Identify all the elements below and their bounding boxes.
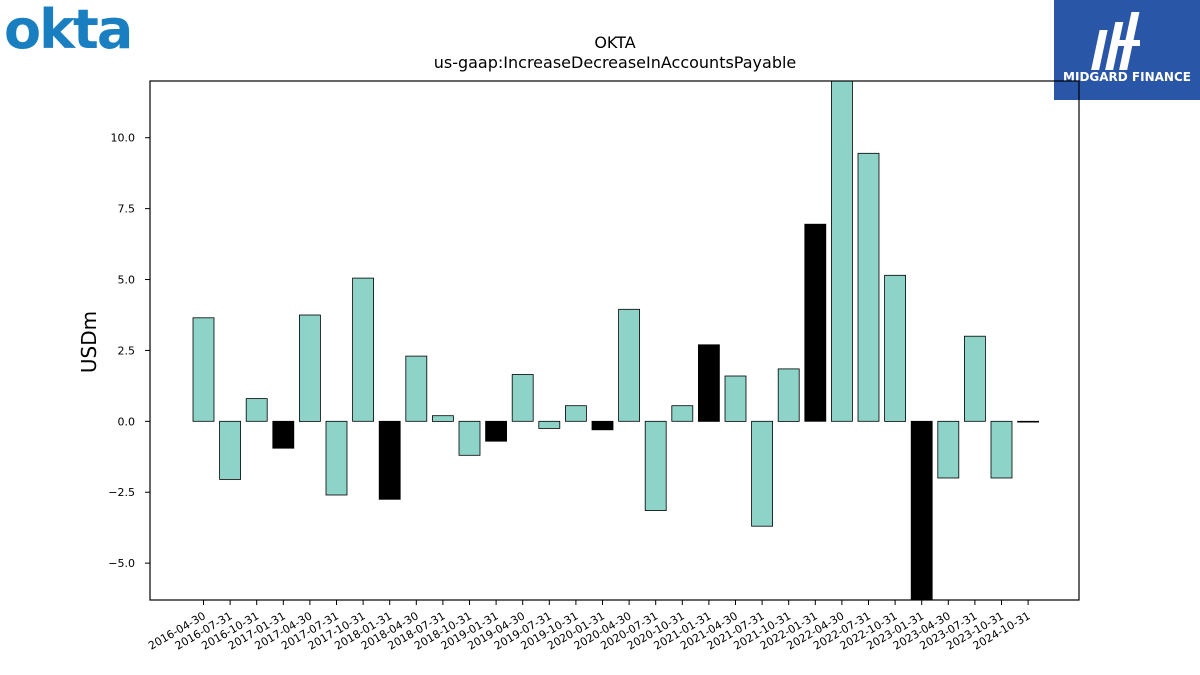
midgard-finance-logo: MIDGARD FINANCE [1054,0,1200,100]
bar-2020-10-31 [671,405,694,422]
bar-2022-01-31 [804,223,827,422]
okta-logo-text: okta [4,2,131,54]
bar-2021-04-30 [724,375,747,422]
chart-subtitle: us-gaap:IncreaseDecreaseInAccountsPayabl… [434,53,797,72]
chart-title: OKTA [594,33,635,52]
y-axis-ticks: −5.0 −2.5 0.0 2.5 5.0 7.5 10.0 [108,132,150,570]
bar-2017-01-31 [272,420,295,449]
okta-logo: okta [4,2,133,54]
midgard-emblem-icon: MIDGARD FINANCE [1063,12,1191,84]
bar-2016-10-31 [245,398,268,422]
bar-2021-01-31 [698,344,720,422]
y-tick-label: 5.0 [118,274,136,287]
bar-2022-04-30 [831,81,853,422]
y-tick-label: −5.0 [108,557,135,570]
plot-frame [149,80,1080,601]
midgard-logo-text: MIDGARD FINANCE [1063,70,1191,84]
bar-2021-07-31 [751,420,773,527]
bar-2024-10-31 [1017,420,1039,423]
bar-2020-01-31 [591,420,614,431]
bar-2022-10-31 [884,274,906,422]
bar-2021-10-31 [777,368,800,422]
bar-2018-04-30 [405,355,428,422]
bar-2017-07-31 [325,420,348,496]
bar-2016-07-31 [219,420,242,480]
x-axis-ticks: 2016-04-302016-07-312016-10-312017-01-31… [146,600,1033,653]
bar-2019-10-31 [565,405,587,422]
bar-2023-07-31 [964,335,986,422]
bar-2023-01-31 [910,420,933,600]
bar-2016-04-30 [192,317,215,422]
bar-2017-04-30 [298,314,321,422]
bars-group [192,81,1039,600]
bar-2019-07-31 [538,420,561,429]
bar-2017-10-31 [352,277,375,422]
bar-2023-10-31 [990,420,1013,479]
bar-2020-07-31 [644,420,667,511]
bar-2018-07-31 [431,415,454,422]
y-tick-label: 0.0 [118,415,136,428]
y-axis-label: USDm [77,311,101,373]
bar-2018-10-31 [458,420,481,456]
y-tick-label: −2.5 [108,486,135,499]
bar-2022-07-31 [857,152,880,422]
bar-2020-04-30 [618,308,640,422]
bar-2019-01-31 [485,420,508,442]
y-tick-label: 2.5 [118,344,136,357]
y-tick-label: 10.0 [111,132,136,145]
y-tick-label: 7.5 [118,203,136,216]
bar-2023-04-30 [937,420,960,479]
bar-2018-01-31 [378,420,401,500]
bar-2019-04-30 [511,374,534,422]
